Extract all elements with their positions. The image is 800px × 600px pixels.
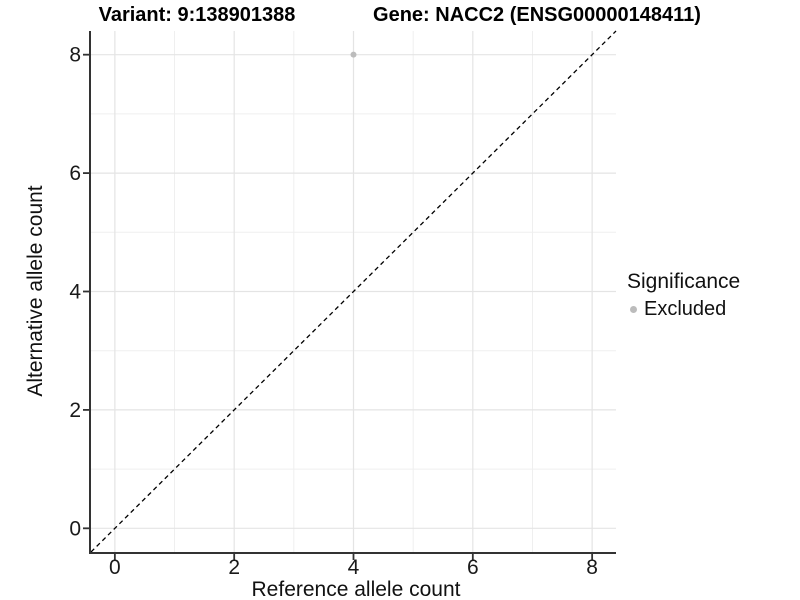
variant-title: Variant: 9:138901388 bbox=[98, 4, 296, 26]
legend-item-excluded: Excluded bbox=[627, 298, 740, 321]
y-tick-label: 2 bbox=[69, 399, 81, 422]
x-tick-label: 6 bbox=[467, 556, 479, 579]
identity-dashed-line bbox=[90, 30, 617, 553]
data-point bbox=[350, 51, 357, 58]
legend-item-label: Excluded bbox=[644, 298, 727, 320]
legend-point-icon bbox=[630, 306, 637, 313]
x-tick-label: 0 bbox=[109, 556, 121, 579]
y-tick-label: 4 bbox=[69, 281, 81, 304]
y-tick-label: 0 bbox=[69, 517, 81, 540]
x-tick-label: 8 bbox=[586, 556, 598, 579]
legend: Significance Excluded bbox=[627, 270, 740, 321]
x-tick-label: 4 bbox=[348, 556, 360, 579]
gene-title: Gene: NACC2 (ENSG00000148411) bbox=[373, 4, 701, 26]
legend-title: Significance bbox=[627, 270, 741, 293]
x-axis-title: Reference allele count bbox=[251, 578, 461, 600]
y-tick-label: 8 bbox=[69, 44, 81, 67]
y-tick-label: 6 bbox=[69, 162, 81, 185]
x-tick-label: 2 bbox=[228, 556, 240, 579]
